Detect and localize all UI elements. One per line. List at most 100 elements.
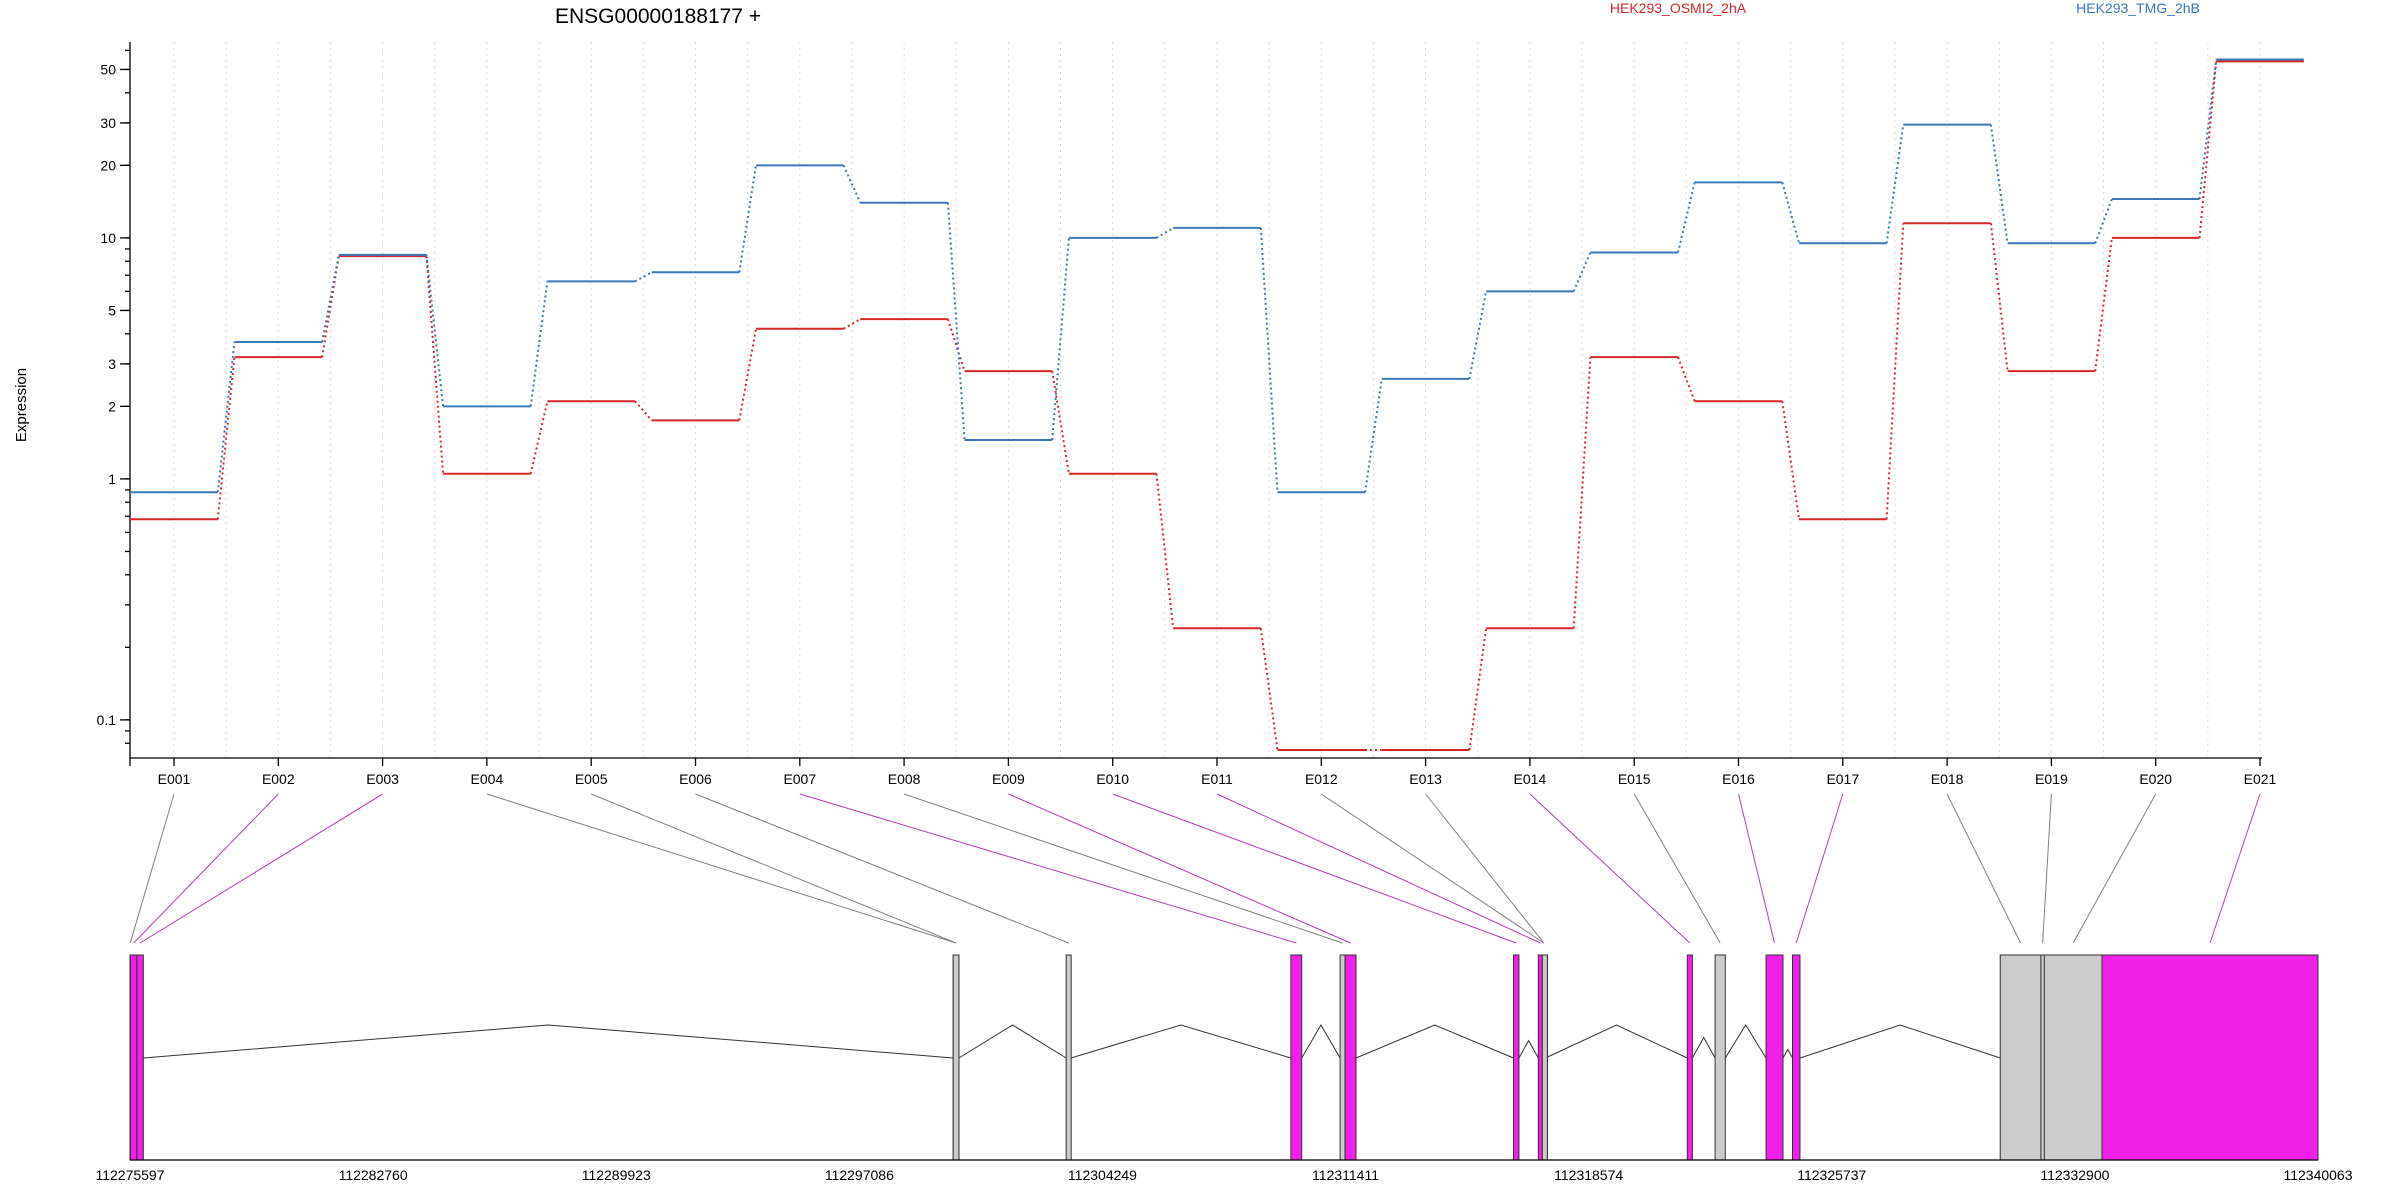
x-tick-label: E012	[1305, 771, 1338, 787]
coord-tick-label: 112297086	[825, 1167, 894, 1183]
coord-tick-label: 112304249	[1068, 1167, 1137, 1183]
x-tick-label: E011	[1201, 771, 1233, 787]
series-segment	[529, 281, 549, 407]
x-tick-label: E018	[1931, 771, 1964, 787]
series-segment	[1677, 182, 1696, 253]
y-tick-label: 1	[108, 471, 116, 487]
x-tick-label: E013	[1409, 771, 1442, 787]
series-segment	[1051, 237, 1070, 441]
exon-block-e020	[2043, 954, 2103, 1161]
series-segment	[738, 328, 757, 421]
x-tick-label: E019	[2035, 771, 2068, 787]
series-segment	[1781, 401, 1800, 520]
series-segment	[843, 318, 861, 330]
connector-e007	[799, 793, 1297, 944]
series-segment	[1468, 291, 1488, 380]
intron	[143, 1024, 954, 1059]
intron	[958, 1024, 1067, 1059]
gene-model	[129, 954, 2319, 1161]
genomic-coordinate-axis: 112275597 112282760 112289923 112297086 1123…	[95, 1159, 2353, 1183]
series-segment	[946, 202, 966, 441]
connector-e009	[1008, 793, 1351, 944]
series-segment	[1259, 227, 1279, 493]
series-segment	[2198, 59, 2218, 200]
intron	[1691, 1036, 1716, 1059]
coord-tick-label: 112289923	[582, 1167, 651, 1183]
connector-e008	[903, 793, 1343, 944]
coord-tick-label: 112318574	[1554, 1167, 1623, 1183]
series-segment	[1259, 628, 1279, 751]
exon-block-e021	[2101, 954, 2319, 1161]
x-tick-label: E009	[992, 771, 1025, 787]
intron	[1724, 1024, 1767, 1059]
series-segment	[2094, 237, 2113, 372]
x-tick-label: E020	[2139, 771, 2172, 787]
connector-e005	[591, 793, 957, 944]
connector-e018	[1946, 793, 2022, 944]
exon-block-e006	[1065, 954, 1072, 1161]
y-tick-label: 2	[108, 398, 116, 414]
intron	[1070, 1024, 1292, 1059]
series-segment	[425, 256, 445, 474]
x-tick-label: E015	[1618, 771, 1651, 787]
exon-block-e015	[1714, 954, 1726, 1161]
connector-e010	[1112, 793, 1517, 944]
x-tick-label: E004	[471, 771, 504, 787]
series-segment	[216, 357, 236, 520]
connector-e017	[1795, 793, 1844, 944]
series-segment	[425, 254, 445, 407]
connector-e014	[1529, 793, 1691, 944]
x-tick-label: E021	[2244, 771, 2277, 787]
x-tick-label: E003	[366, 771, 399, 787]
x-tick-label: E002	[262, 771, 295, 787]
exon-block-e003	[136, 954, 144, 1161]
connector-e015	[1633, 793, 1721, 944]
series-segment	[1885, 124, 1905, 244]
exon-block-e007	[1290, 954, 1303, 1161]
y-tick-label: 3	[108, 356, 116, 372]
x-tick-label: E005	[575, 771, 608, 787]
coord-tick-label: 112275597	[95, 1167, 164, 1183]
series-segment	[1155, 473, 1175, 629]
exon-block-e017	[1792, 954, 1801, 1161]
exon-connectors	[129, 793, 2261, 944]
x-tick-label: E014	[1514, 771, 1547, 787]
connector-e021	[2209, 793, 2261, 944]
connector-e016	[1738, 793, 1775, 944]
grid-lines	[173, 42, 2261, 758]
y-tick-label: 30	[100, 115, 116, 131]
connector-e003	[139, 793, 383, 944]
series-segment	[738, 165, 757, 273]
exon-block-e018	[1999, 954, 2042, 1161]
connector-e006	[695, 793, 1069, 944]
intron	[1518, 1039, 1539, 1059]
exon-block-e008	[1339, 954, 1346, 1161]
connector-e011	[1216, 793, 1541, 944]
x-tick-label: E016	[1722, 771, 1755, 787]
connector-e020	[2072, 793, 2157, 944]
intron	[1799, 1024, 2001, 1059]
series-lines	[130, 58, 2304, 751]
connector-e002	[133, 793, 279, 944]
series-segment	[1781, 182, 1800, 244]
x-tick-label: E017	[1826, 771, 1859, 787]
exon-block-e009	[1344, 954, 1357, 1161]
connector-e001	[129, 793, 175, 944]
series-segment	[842, 164, 862, 204]
x-tick-label: E008	[888, 771, 921, 787]
y-axis: 50 30 20 10 5 3 2 1 0.1	[97, 42, 131, 758]
exon-block-e014	[1686, 954, 1693, 1161]
series-segment	[321, 254, 340, 343]
x-tick-label: E006	[679, 771, 712, 787]
chart-title: ENSG00000188177 +	[555, 5, 761, 28]
series-segment	[946, 318, 966, 372]
coord-tick-label: 112332900	[2040, 1167, 2109, 1183]
legend-series-osmi2: HEK293_OSMI2_2hA	[1610, 0, 1747, 16]
exon-block-e013	[1541, 954, 1548, 1161]
intron	[1355, 1024, 1514, 1059]
y-tick-label: 10	[100, 230, 116, 246]
y-tick-label: 20	[100, 157, 116, 173]
connector-e012	[1321, 793, 1545, 944]
series-segment	[634, 400, 653, 421]
series-segment	[1572, 252, 1592, 292]
